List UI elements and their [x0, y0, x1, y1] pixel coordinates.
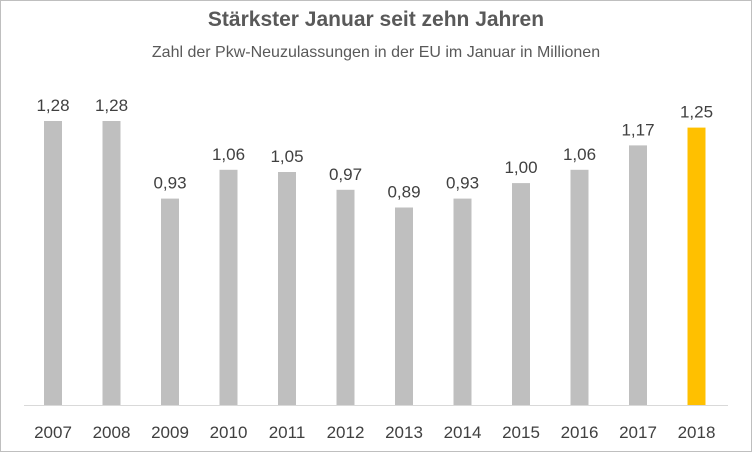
bar-2017 [629, 145, 647, 405]
x-tick-label-2011: 2011 [269, 423, 306, 442]
bar-2018 [687, 127, 706, 405]
x-tick-label-2018: 2018 [678, 423, 716, 442]
bar-2012 [336, 189, 355, 405]
x-tick-label-2009: 2009 [151, 423, 189, 442]
value-label-2012: 0,97 [329, 165, 362, 184]
value-label-2014: 0,93 [446, 174, 479, 193]
value-label-2011: 1,05 [270, 147, 303, 166]
chart-title: Stärkster Januar seit zehn Jahren [207, 8, 545, 31]
x-tick-labels-group: 2007 2008 2009 2010 2011 2012 2013 2014 2015 2016… [34, 423, 715, 442]
value-label-2010: 1,06 [212, 145, 245, 164]
value-label-2017: 1,17 [621, 120, 654, 139]
bar-2009 [161, 198, 179, 405]
bar-2016 [570, 169, 589, 405]
bar-2008 [102, 121, 121, 405]
value-label-2008: 1,28 [95, 96, 128, 115]
x-tick-label-2010: 2010 [210, 423, 248, 442]
x-tick-label-2017: 2017 [619, 423, 657, 442]
x-tick-label-2012: 2012 [327, 423, 365, 442]
bar-2007 [44, 121, 62, 405]
bar-2014 [453, 198, 472, 405]
chart-subtitle: Zahl der Pkw-Neuzulassungen in der EU im… [151, 44, 601, 61]
value-labels-group: 1,28 1,28 0,93 1,06 1,05 0,97 0,89 0,93 1,00 1,06… [36, 96, 713, 202]
value-label-2009: 0,93 [153, 174, 186, 193]
x-tick-label-2014: 2014 [444, 423, 482, 442]
x-tick-label-2007: 2007 [34, 423, 72, 442]
bar-2010 [219, 169, 238, 405]
value-label-2013: 0,89 [387, 183, 420, 202]
value-label-2018: 1,25 [680, 103, 713, 122]
x-tick-label-2015: 2015 [502, 423, 540, 442]
bar-2015 [512, 183, 530, 405]
x-tick-label-2008: 2008 [93, 423, 131, 442]
x-tick-label-2016: 2016 [561, 423, 599, 442]
bar-2013 [395, 207, 413, 405]
value-label-2007: 1,28 [36, 96, 69, 115]
value-label-2015: 1,00 [504, 158, 537, 177]
value-label-2016: 1,06 [563, 145, 596, 164]
x-tick-label-2013: 2013 [385, 423, 423, 442]
bar-2011 [278, 172, 296, 405]
bars-group [44, 121, 706, 405]
